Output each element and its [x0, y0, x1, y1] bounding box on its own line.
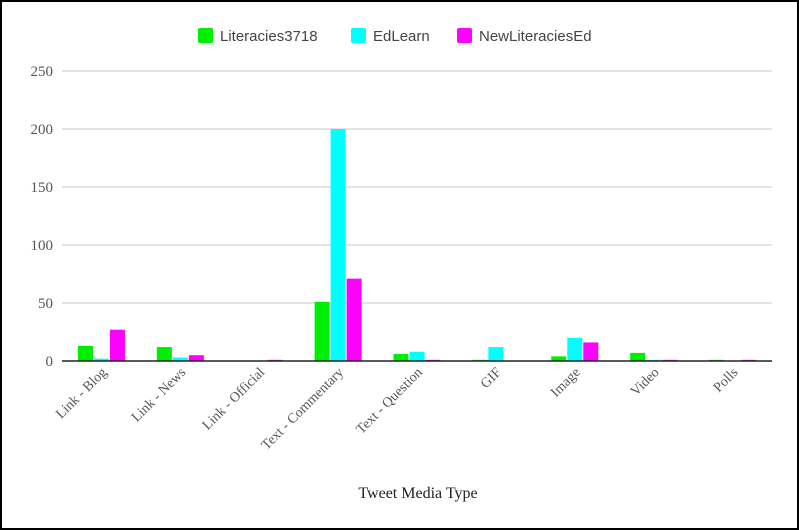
x-tick-label: Link - Official	[200, 365, 268, 433]
bar-Literacies3718-Text-Question	[393, 354, 409, 361]
bar-Literacies3718-Video	[630, 352, 646, 361]
legend: Literacies3718 EdLearn NewLiteraciesEd	[198, 28, 592, 45]
legend-label: NewLiteraciesEd	[479, 28, 592, 45]
bar-NewLiteraciesEd-Link-Blog	[109, 329, 125, 361]
bar-NewLiteraciesEd-Text-Commentary	[346, 278, 362, 361]
y-tick-label: 250	[31, 64, 54, 80]
x-tick-label: Text - Question	[354, 365, 426, 437]
bar-NewLiteraciesEd-Image	[583, 342, 599, 361]
bar-EdLearn-GIF	[488, 347, 504, 361]
gridlines	[62, 70, 772, 304]
x-tick-label: Video	[628, 365, 662, 399]
bar-Literacies3718-Link-News	[156, 347, 172, 361]
bar-EdLearn-Link-News	[172, 357, 188, 361]
x-tick-label: Image	[548, 365, 583, 400]
legend-swatch	[198, 28, 213, 43]
x-tick-label: Text - Commentary	[259, 365, 347, 453]
bar-EdLearn-Link-Blog	[93, 358, 109, 361]
legend-label: EdLearn	[373, 28, 430, 45]
bar-Literacies3718-Text-Commentary	[314, 301, 330, 361]
x-tick-label: Link - News	[129, 365, 189, 425]
y-tick-label: 50	[38, 296, 53, 312]
x-tick-label: Link - Blog	[53, 365, 110, 422]
y-axis-ticks: 0 50 100 150 200 250	[31, 64, 54, 370]
x-tick-label: Polls	[711, 365, 741, 395]
bar-Literacies3718-Link-Blog	[77, 345, 93, 361]
bar-NewLiteraciesEd-Link-News	[188, 355, 204, 361]
x-tick-label: GIF	[478, 365, 505, 392]
bar-EdLearn-Text-Commentary	[330, 129, 346, 361]
bar-EdLearn-Image	[567, 337, 583, 361]
y-tick-label: 0	[46, 354, 54, 370]
x-axis-ticks: Link - Blog Link - News Link - OfficialTex…	[53, 365, 741, 453]
x-axis-title: Tweet Media Type	[358, 485, 477, 502]
bar-EdLearn-Text-Question	[409, 351, 425, 361]
legend-label: Literacies3718	[220, 28, 318, 45]
legend-swatch	[457, 28, 472, 43]
y-tick-label: 150	[31, 180, 54, 196]
y-tick-label: 100	[31, 238, 54, 254]
y-tick-label: 200	[31, 122, 54, 138]
bar-Literacies3718-Image	[551, 356, 567, 361]
legend-swatch	[351, 28, 366, 43]
bars	[77, 129, 757, 361]
